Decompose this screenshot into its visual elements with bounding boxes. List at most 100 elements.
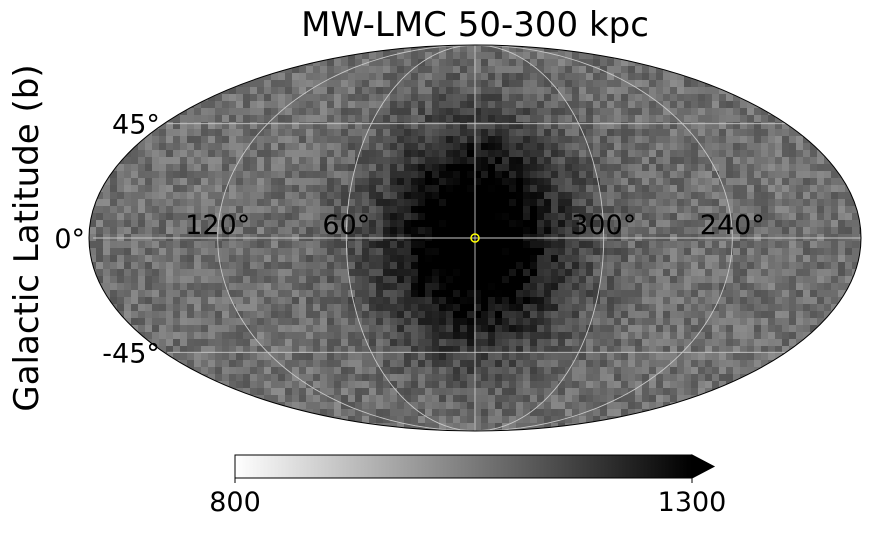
map-cell	[803, 185, 811, 193]
map-cell	[411, 52, 419, 60]
map-cell	[292, 80, 300, 88]
map-cell	[229, 339, 237, 347]
map-cell	[768, 157, 776, 165]
map-cell	[467, 297, 475, 305]
map-cell	[698, 339, 706, 347]
map-cell	[376, 311, 384, 319]
map-cell	[236, 339, 244, 347]
map-cell	[621, 381, 629, 389]
map-cell	[544, 290, 552, 298]
map-cell	[509, 416, 517, 424]
map-cell	[551, 416, 559, 424]
map-cell	[530, 269, 538, 277]
map-cell	[467, 66, 475, 74]
map-cell	[845, 255, 853, 263]
map-cell	[768, 213, 776, 221]
map-cell	[306, 283, 314, 291]
map-cell	[376, 290, 384, 298]
map-cell	[761, 220, 769, 228]
map-cell	[348, 332, 356, 340]
map-cell	[467, 374, 475, 382]
map-cell	[593, 374, 601, 382]
map-cell	[257, 388, 265, 396]
map-cell	[523, 297, 531, 305]
map-cell	[257, 339, 265, 347]
map-cell	[124, 276, 132, 284]
map-cell	[768, 220, 776, 228]
map-cell	[334, 311, 342, 319]
map-cell	[362, 367, 370, 375]
map-cell	[502, 213, 510, 221]
map-cell	[474, 304, 482, 312]
map-cell	[600, 276, 608, 284]
map-cell	[719, 164, 727, 172]
map-cell	[383, 416, 391, 424]
map-cell	[523, 241, 531, 249]
map-cell	[194, 199, 202, 207]
map-cell	[593, 129, 601, 137]
map-cell	[495, 297, 503, 305]
map-cell	[803, 304, 811, 312]
map-cell	[355, 227, 363, 235]
map-cell	[852, 213, 860, 221]
map-cell	[271, 388, 279, 396]
map-cell	[250, 87, 258, 95]
map-cell	[264, 325, 272, 333]
map-cell	[320, 402, 328, 410]
map-cell	[488, 213, 496, 221]
map-cell	[649, 101, 657, 109]
map-cell	[705, 360, 713, 368]
map-cell	[481, 332, 489, 340]
map-cell	[341, 157, 349, 165]
map-cell	[411, 157, 419, 165]
map-cell	[537, 339, 545, 347]
map-cell	[215, 269, 223, 277]
map-cell	[117, 290, 125, 298]
map-cell	[292, 339, 300, 347]
map-cell	[530, 185, 538, 193]
map-cell	[824, 269, 832, 277]
map-cell	[117, 220, 125, 228]
map-cell	[747, 311, 755, 319]
map-cell	[705, 311, 713, 319]
map-cell	[768, 122, 776, 130]
map-cell	[439, 409, 447, 417]
map-cell	[733, 339, 741, 347]
map-cell	[579, 374, 587, 382]
map-cell	[537, 332, 545, 340]
map-cell	[425, 262, 433, 270]
map-cell	[313, 115, 321, 123]
map-cell	[460, 164, 468, 172]
map-cell	[257, 367, 265, 375]
map-cell	[425, 143, 433, 151]
map-cell	[180, 297, 188, 305]
map-cell	[803, 164, 811, 172]
map-cell	[684, 255, 692, 263]
map-cell	[495, 304, 503, 312]
map-cell	[397, 297, 405, 305]
map-cell	[712, 318, 720, 326]
map-cell	[460, 381, 468, 389]
map-cell	[530, 206, 538, 214]
map-cell	[621, 157, 629, 165]
map-cell	[768, 269, 776, 277]
map-cell	[551, 199, 559, 207]
map-cell	[537, 409, 545, 417]
map-cell	[831, 157, 839, 165]
map-cell	[698, 115, 706, 123]
map-cell	[649, 164, 657, 172]
map-cell	[705, 325, 713, 333]
map-cell	[593, 367, 601, 375]
map-cell	[621, 185, 629, 193]
map-cell	[705, 283, 713, 291]
map-cell	[502, 430, 510, 431]
map-cell	[495, 269, 503, 277]
map-cell	[173, 213, 181, 221]
map-cell	[383, 297, 391, 305]
map-cell	[327, 59, 335, 67]
map-cell	[320, 374, 328, 382]
map-cell	[418, 115, 426, 123]
map-cell	[628, 101, 636, 109]
map-cell	[656, 192, 664, 200]
map-cell	[173, 115, 181, 123]
